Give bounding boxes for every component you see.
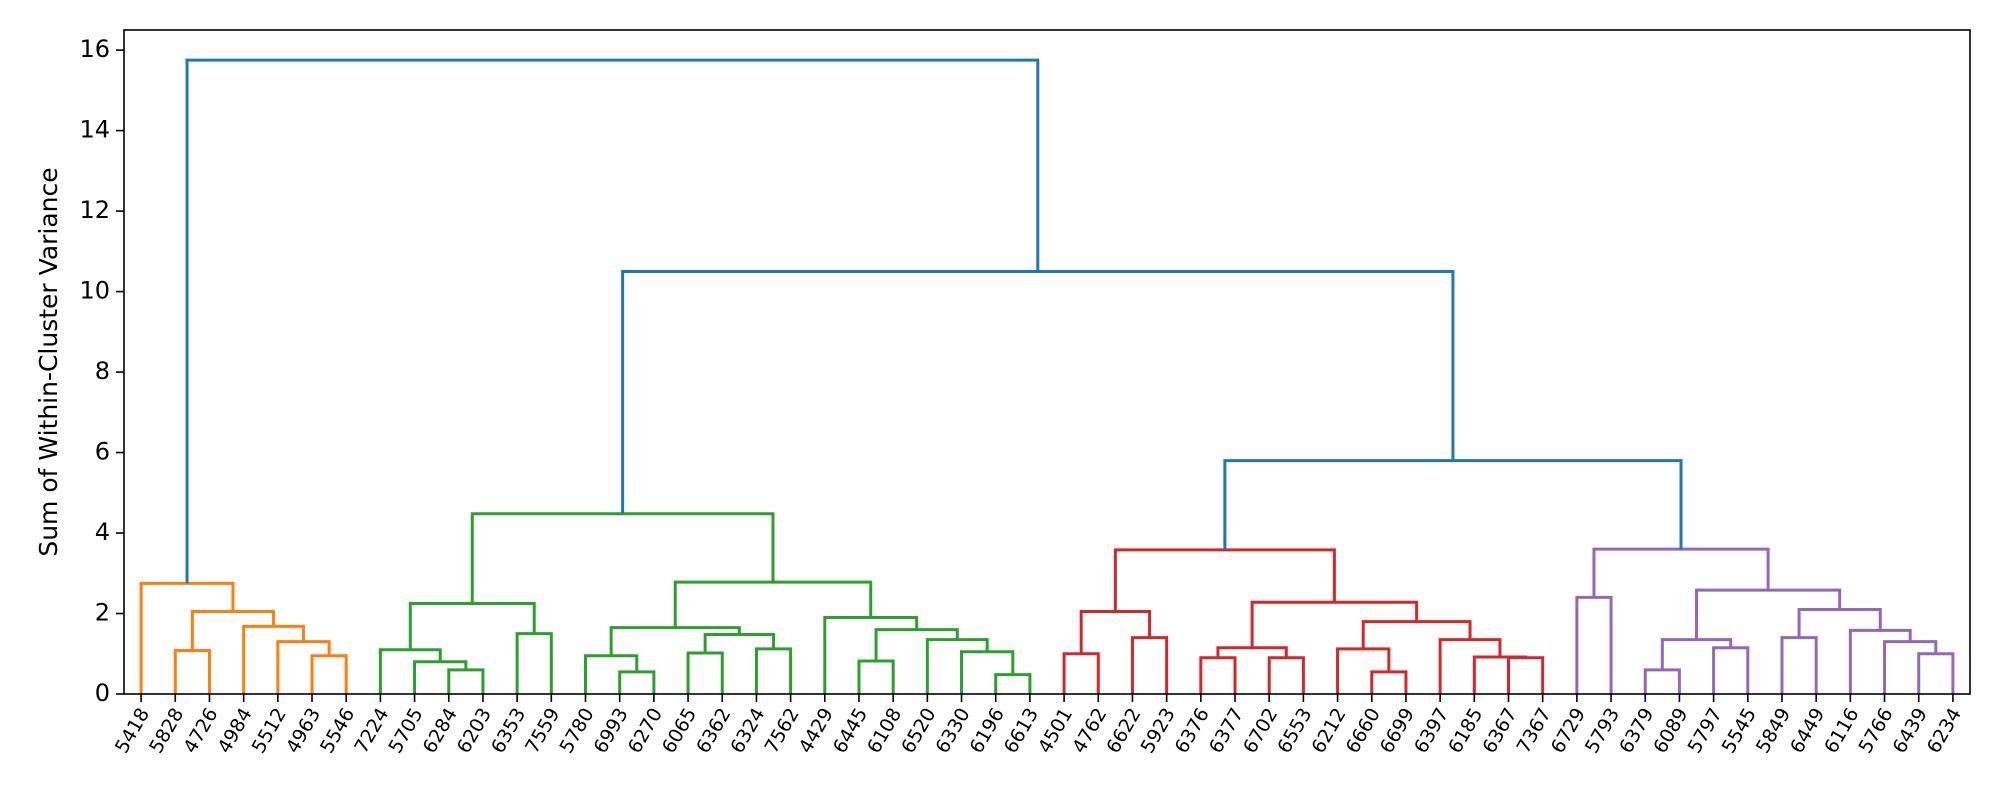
y-axis: 0 2 4 6 8 10 12 14 16 [79,35,124,707]
merge-link-24 [470,512,775,604]
y-tick-label-6: 12 [79,196,110,224]
merge-link-47 [1797,607,1882,638]
merge-link-48 [1695,588,1842,640]
merge-link-29 [1267,656,1305,694]
plot-frame [123,29,1971,695]
merge-link-44 [1917,652,1955,694]
y-tick-label-7: 14 [79,116,110,144]
merge-link-35 [1438,638,1502,694]
merge-link-20 [925,638,989,694]
merge-link-2 [276,640,331,694]
merge-link-45 [1883,640,1938,694]
y-tick-label-4: 8 [95,357,110,385]
y-tick-label-5: 10 [79,277,110,305]
merge-link-6 [447,668,485,694]
merge-link-13 [686,651,724,694]
merge-link-31 [1370,670,1408,694]
merge-link-50 [1223,459,1683,550]
y-tick-label-1: 2 [95,599,110,627]
merge-link-10 [408,601,536,650]
merge-link-1 [310,654,348,694]
merge-link-42 [1660,638,1733,670]
merge-link-3 [242,624,305,694]
merge-link-40 [1643,668,1681,694]
merge-link-11 [618,670,656,694]
merge-link-28 [1199,656,1237,694]
merge-link-18 [994,673,1032,694]
y-tick-label-3: 6 [95,438,110,466]
merge-link-12 [584,654,639,694]
merge-link-51 [621,269,1455,514]
merge-link-25 [1062,652,1100,694]
dendrogram-links [139,58,1955,694]
y-axis-title: Sum of Within-Cluster Variance [34,167,63,556]
y-tick-label-8: 16 [79,35,110,63]
merge-link-33 [1507,656,1545,694]
y-tick-label-2: 4 [95,518,110,546]
merge-link-43 [1780,636,1818,694]
merge-link-52 [185,58,1040,584]
merge-link-36 [1361,620,1472,649]
y-tick-label-0: 0 [95,679,110,707]
merge-link-26 [1130,636,1169,694]
